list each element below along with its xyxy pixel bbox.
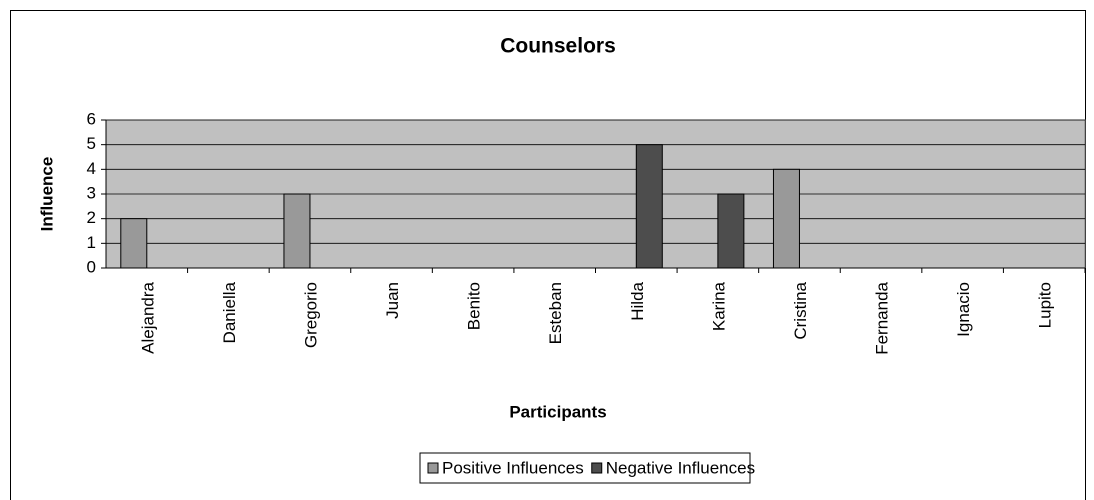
x-tick-label: Esteban — [546, 282, 565, 344]
y-tick-label: 2 — [87, 208, 96, 227]
x-tick-label: Lupito — [1036, 282, 1055, 328]
y-axis-label: Influence — [37, 157, 56, 232]
x-tick-label: Cristina — [791, 281, 810, 339]
legend-label: Negative Influences — [606, 458, 755, 477]
x-tick-label: Juan — [383, 282, 402, 319]
x-tick-label: Ignacio — [954, 282, 973, 337]
bar — [283, 193, 311, 269]
x-tick-label: Karina — [709, 281, 728, 331]
bar — [772, 168, 800, 269]
y-tick-label: 6 — [87, 109, 96, 128]
y-tick-label: 4 — [87, 159, 96, 178]
bar — [120, 218, 148, 269]
bar — [635, 144, 663, 269]
legend-swatch — [591, 462, 603, 474]
x-tick-label: Daniella — [220, 281, 239, 343]
bar — [717, 193, 745, 269]
x-tick-label: Gregorio — [301, 282, 320, 348]
y-tick-label: 0 — [87, 257, 96, 276]
x-tick-label: Hilda — [628, 281, 647, 320]
x-tick-label: Alejandra — [138, 281, 157, 353]
x-axis-label: Participants — [509, 402, 606, 421]
x-tick-label: Benito — [465, 282, 484, 330]
legend-box — [419, 452, 751, 484]
legend-swatch — [427, 462, 439, 474]
x-tick-label: Fernanda — [873, 281, 892, 354]
y-tick-label: 1 — [87, 233, 96, 252]
legend-label: Positive Influences — [442, 458, 584, 477]
y-tick-label: 3 — [87, 183, 96, 202]
y-tick-label: 5 — [87, 134, 96, 153]
chart-title: Counselors — [500, 35, 616, 58]
